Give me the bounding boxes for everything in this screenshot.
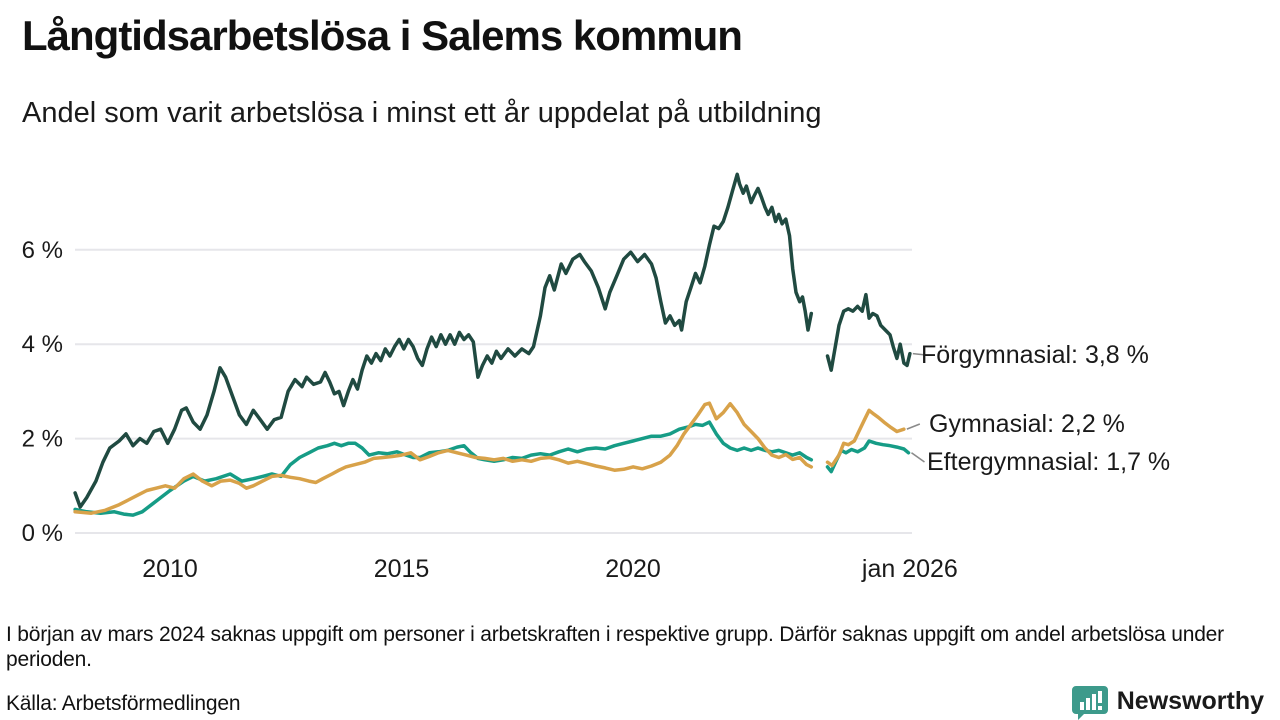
bar-large [1091, 694, 1096, 710]
newsworthy-brand: Newsworthy [1071, 682, 1264, 720]
bar-small [1079, 702, 1084, 710]
y-tick-label: 0 % [22, 520, 63, 547]
series-line-gymnasial [825, 408, 906, 468]
bar-medium [1085, 698, 1090, 710]
series-line-förgymnasial [73, 172, 814, 509]
series-line-gymnasial [73, 401, 814, 515]
y-tick-label: 6 % [22, 237, 63, 264]
y-tick-label: 4 % [22, 331, 63, 358]
legend-connector [912, 352, 926, 356]
newsworthy-logo-text: Newsworthy [1116, 686, 1264, 715]
series-line-eftergymnasial [73, 420, 814, 517]
newsworthy-logo-icon [1071, 686, 1108, 720]
x-tick-label: 2015 [374, 555, 430, 583]
x-tick-label: 2020 [605, 555, 661, 583]
footnote-text: I början av mars 2024 saknas uppgift om … [6, 623, 1224, 671]
legend-label-eftergymnasial: Eftergymnasial: 1,7 % [927, 448, 1171, 476]
x-tick-label: 2010 [142, 555, 198, 583]
exclamation-dot [1097, 706, 1102, 710]
exclamation-bar [1097, 691, 1102, 703]
page-title: Långtidsarbetslösa i Salems kommun [22, 12, 743, 59]
source-text: Källa: Arbetsförmedlingen [6, 692, 241, 715]
legend-connector [906, 423, 921, 430]
page-subtitle: Andel som varit arbetslösa i minst ett å… [22, 97, 822, 129]
y-tick-label: 2 % [22, 426, 63, 453]
legend-connector [911, 452, 925, 463]
legend-label-gymnasial: Gymnasial: 2,2 % [929, 410, 1125, 438]
legend-label-forgymnasial: Förgymnasial: 3,8 % [921, 341, 1149, 369]
series-line-förgymnasial [825, 292, 912, 372]
x-tick-label: jan 2026 [861, 555, 958, 583]
